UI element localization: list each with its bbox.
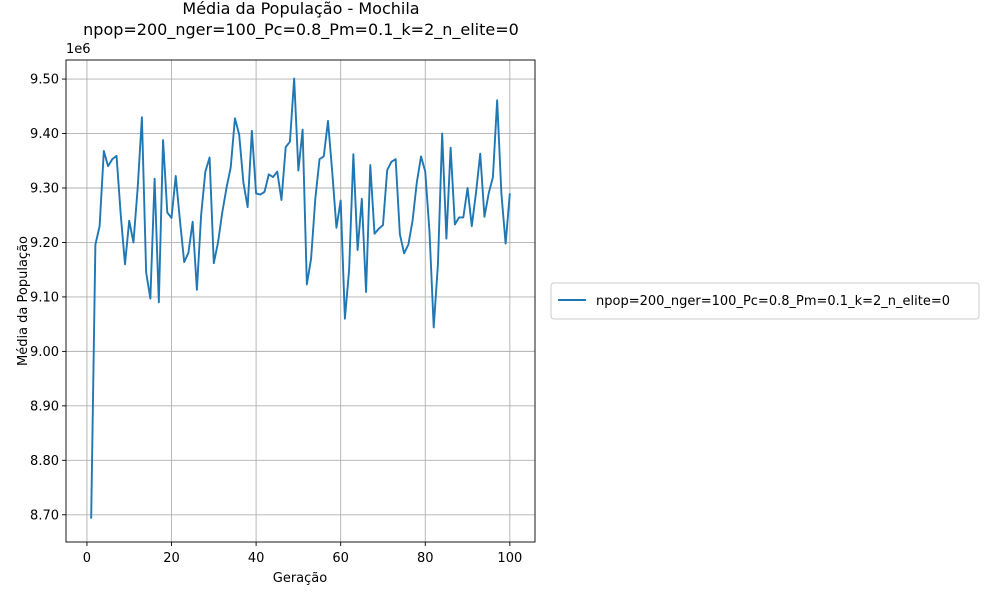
- legend-box: [550, 282, 980, 320]
- y-tick-label: 9.50: [30, 73, 59, 88]
- y-tick-label: 8.80: [30, 454, 59, 469]
- y-axis-label: Média da População: [16, 236, 31, 366]
- grid: [66, 60, 535, 542]
- x-tick-label: 60: [332, 551, 349, 566]
- series-layer: [90, 77, 511, 519]
- legend: npop=200_nger=100_Pc=0.8_Pm=0.1_k=2_n_el…: [550, 282, 980, 320]
- y-tick-label: 9.30: [30, 181, 59, 196]
- y-tick-label: 9.00: [30, 345, 59, 360]
- axis-ticks: 0 20 40 60 80 100 8.70 8.80 8.90 9.00 9.10 9.20 9.30…: [30, 73, 522, 566]
- x-tick-label: 0: [83, 551, 91, 566]
- y-tick-label: 9.10: [30, 290, 59, 305]
- x-tick-label: 80: [417, 551, 434, 566]
- y-tick-label: 8.90: [30, 399, 59, 414]
- y-scale-offset-label: 1e6: [66, 42, 91, 57]
- plot-frame: [65, 59, 536, 543]
- series-line: [90, 77, 511, 519]
- x-tick-label: 100: [497, 551, 522, 566]
- chart-subtitle: npop=200_nger=100_Pc=0.8_Pm=0.1_k=2_n_el…: [83, 20, 519, 40]
- y-tick-label: 9.40: [30, 127, 59, 142]
- y-tick-label: 8.70: [30, 508, 59, 523]
- legend-entry-label: npop=200_nger=100_Pc=0.8_Pm=0.1_k=2_n_el…: [596, 294, 950, 309]
- y-tick-label: 9.20: [30, 236, 59, 251]
- x-tick-label: 40: [248, 551, 265, 566]
- x-tick-label: 20: [163, 551, 180, 566]
- chart-title: Média da População - Mochila: [182, 0, 419, 18]
- x-axis-label: Geração: [273, 571, 327, 586]
